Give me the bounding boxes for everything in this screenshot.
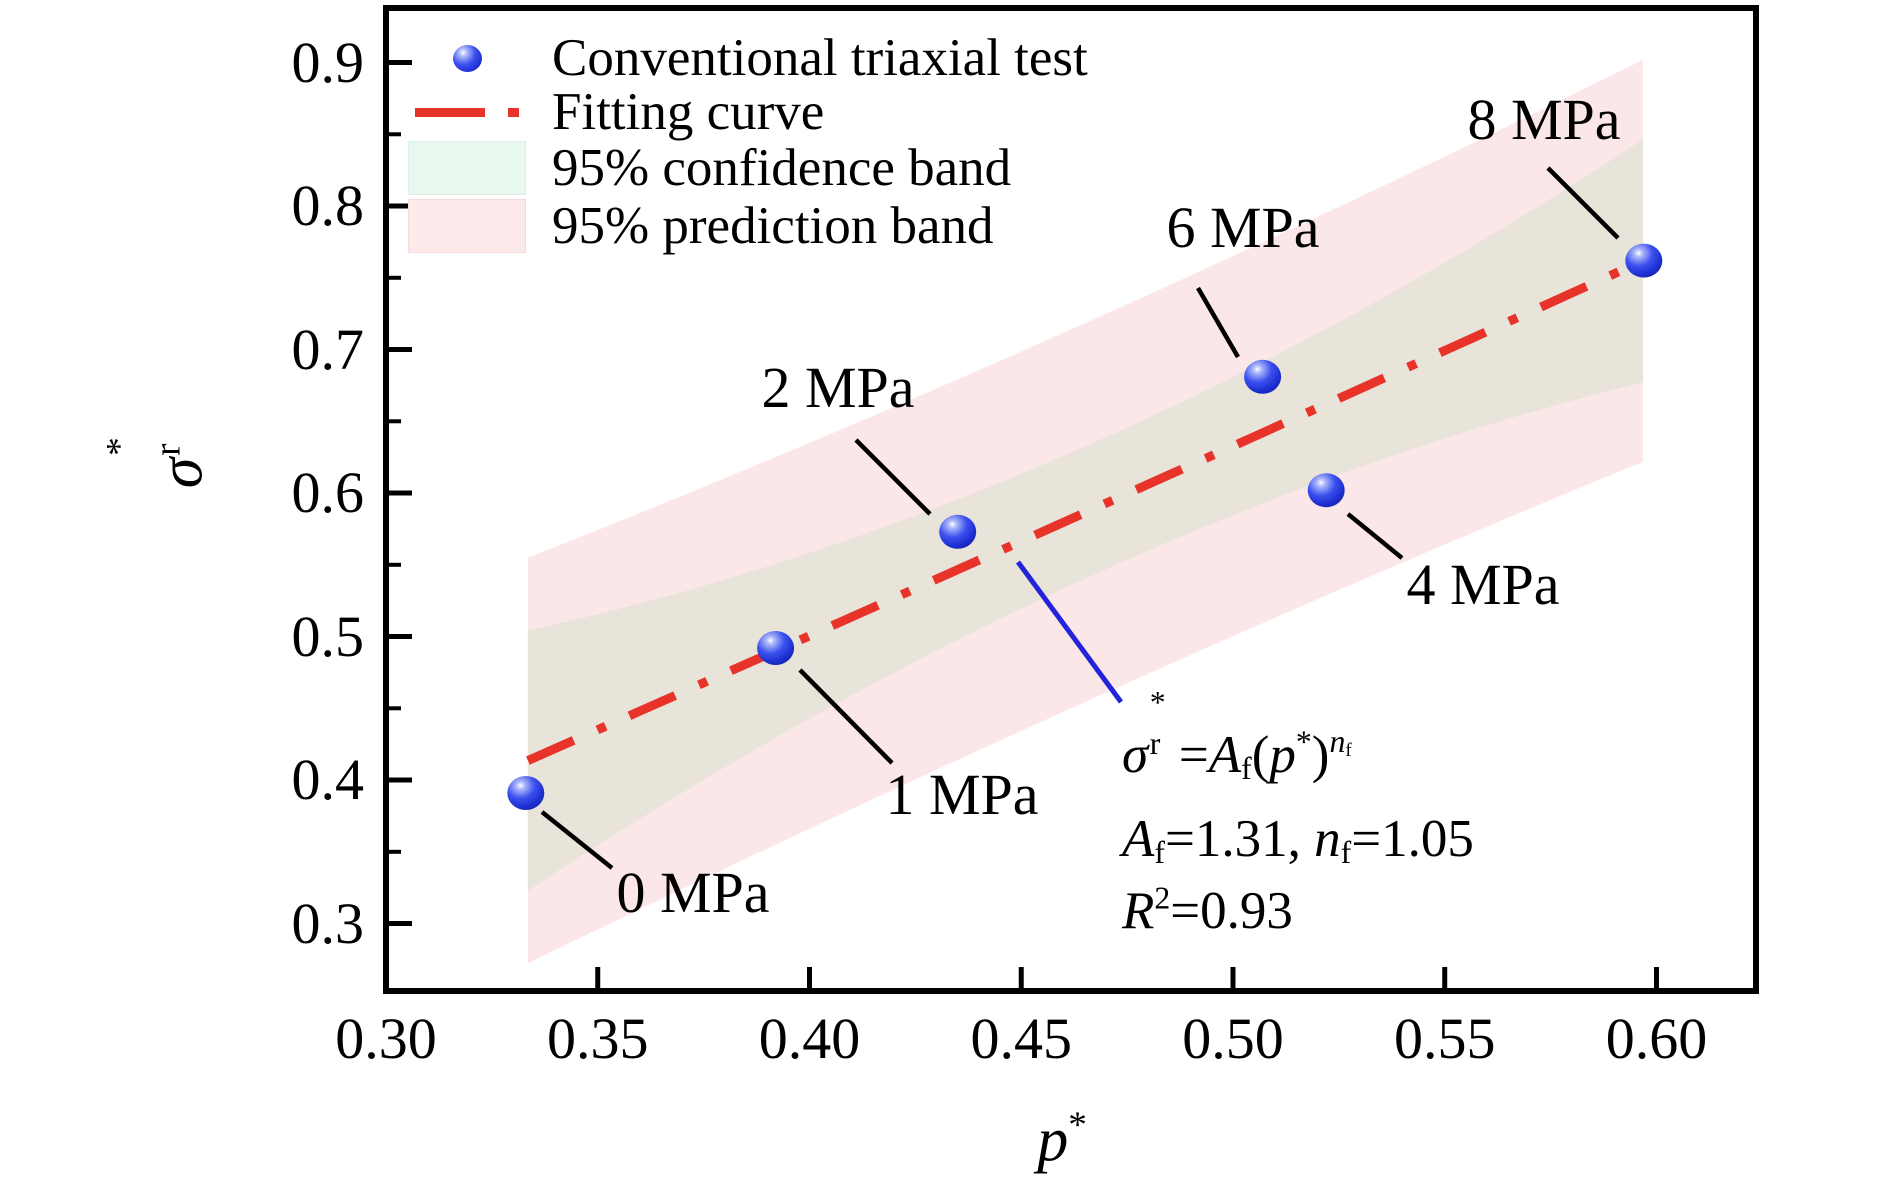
- axes-frame-layer: [383, 5, 1759, 994]
- point-label-1-mpa: 1 MPa: [885, 762, 1039, 827]
- x-axis-title: p*: [1037, 1104, 1087, 1174]
- y-tick-label: 0.9: [291, 29, 365, 95]
- equation-line-3: R2=0.93: [1122, 880, 1293, 940]
- data-point-sphere-8-mpa: [1625, 243, 1663, 278]
- y-tick-label: 0.4: [291, 747, 365, 813]
- leader-line-0-mpa: [540, 810, 614, 870]
- x-tick-label: 0.50: [1182, 1006, 1284, 1071]
- confidence-band-area: [527, 139, 1643, 891]
- point-label-8-mpa: 8 MPa: [1467, 87, 1621, 152]
- fit-curve-layer: [526, 256, 1645, 765]
- fitting-curve: [526, 256, 1645, 765]
- data-point-sphere-6-mpa: [1244, 359, 1282, 394]
- legend-label-prediction-band: 95% prediction band: [552, 196, 994, 255]
- legend-label-scatter: Conventional triaxial test: [552, 28, 1088, 87]
- equation-pointer-line: [1015, 560, 1124, 704]
- plot-frame: [383, 5, 1759, 994]
- legend-prediction-swatch: [408, 199, 526, 253]
- point-label-2-mpa: 2 MPa: [761, 355, 915, 420]
- leader-line-4-mpa: [1346, 512, 1404, 560]
- x-tick-label: 0.55: [1393, 1006, 1496, 1071]
- x-tick-label: 0.40: [758, 1006, 861, 1071]
- y-tick-label: 0.8: [291, 173, 365, 239]
- point-label-0-mpa: 0 MPa: [616, 860, 770, 925]
- legend-dashdot-icon: [415, 107, 519, 117]
- leader-line-8-mpa: [1546, 166, 1620, 240]
- legend-item-prediction-band: 95% prediction band: [408, 196, 994, 255]
- x-tick-label: 0.30: [335, 1006, 437, 1071]
- data-point-sphere-2-mpa: [939, 514, 977, 549]
- legend-label-fitting-curve: Fitting curve: [552, 82, 825, 141]
- y-tick-label: 0.5: [291, 603, 365, 669]
- legend-item-fitting-curve: Fitting curve: [408, 84, 824, 140]
- y-tick-label: 0.3: [291, 890, 365, 956]
- leader-line-1-mpa: [798, 668, 894, 765]
- y-tick-label: 0.7: [291, 316, 365, 382]
- x-tick-label: 0.35: [546, 1006, 649, 1071]
- data-point-sphere-4-mpa: [1307, 473, 1345, 508]
- legend-item-confidence-band: 95% confidence band: [408, 138, 1012, 197]
- leader-lines-layer: [540, 166, 1620, 870]
- data-point-sphere-0-mpa: [507, 776, 545, 810]
- equation-line-2: Af=1.31, nf=1.05: [1122, 810, 1474, 870]
- legend-label-confidence-band: 95% confidence band: [552, 138, 1012, 197]
- x-tick-label: 0.60: [1605, 1006, 1708, 1071]
- equation-line-1: σ * r =Af(p*)nf: [1122, 684, 1352, 786]
- data-points-layer: [507, 243, 1663, 810]
- point-label-6-mpa: 6 MPa: [1166, 195, 1320, 260]
- legend-sphere-marker-icon: [452, 44, 482, 72]
- legend-confidence-swatch: [408, 141, 526, 195]
- y-axis-title: σ * r: [99, 437, 216, 489]
- x-tick-label: 0.45: [970, 1006, 1072, 1071]
- leader-line-6-mpa: [1196, 286, 1240, 359]
- data-point-sphere-1-mpa: [757, 631, 795, 665]
- legend-item-scatter: Conventional triaxial test: [408, 26, 1088, 90]
- y-tick-label: 0.6: [291, 460, 365, 526]
- point-label-4-mpa: 4 MPa: [1406, 552, 1560, 617]
- leader-line-2-mpa: [854, 438, 932, 516]
- bands-layer: [527, 59, 1643, 964]
